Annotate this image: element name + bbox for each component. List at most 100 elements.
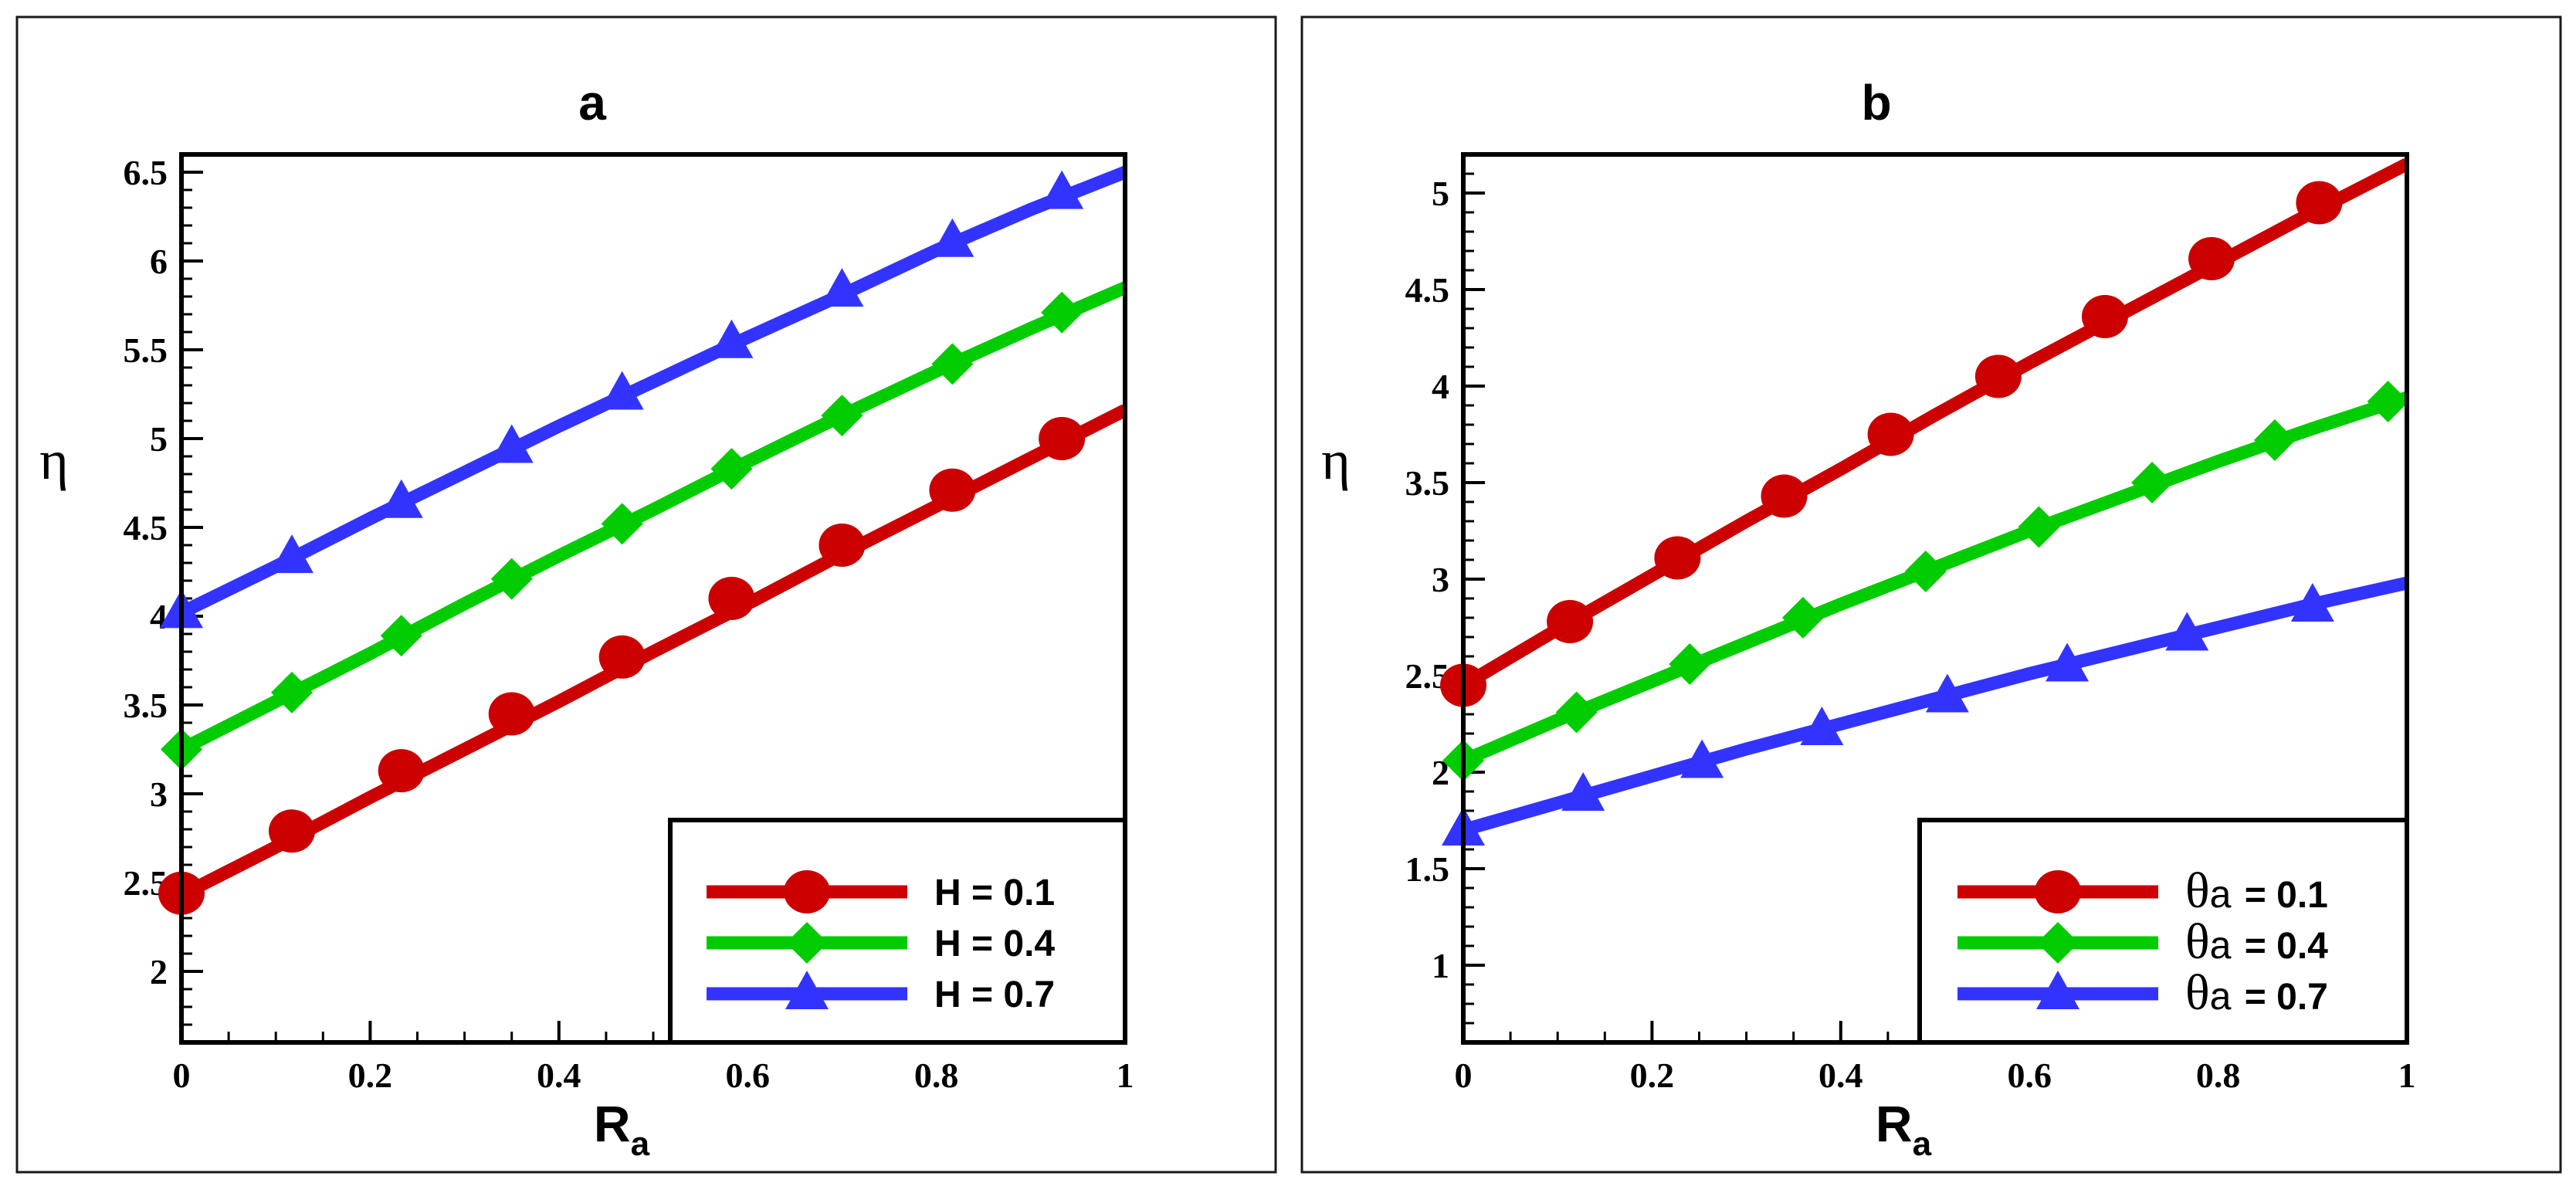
panel-b-series-1-marker xyxy=(2296,181,2343,225)
panel-b-series-2-marker xyxy=(2253,419,2296,461)
panel-a-series-2-marker xyxy=(380,615,422,657)
panel-b-xlabel-sub: a xyxy=(1913,1125,1932,1163)
panel-b-series-3-marker xyxy=(2165,612,2209,651)
panel-a-xlabel-main: R xyxy=(594,1095,631,1152)
panel-b-legend-1-label: θa = 0.1 xyxy=(2185,863,2328,919)
panel-b-legend-box xyxy=(1917,818,2409,1045)
panel-a-x-tick-label: 0.4 xyxy=(537,1056,581,1095)
panel-a-x-tick-label: 1 xyxy=(1117,1056,1134,1095)
panel-a-legend-2-marker xyxy=(786,922,828,964)
panel-b-y-tick-label: 3 xyxy=(1432,560,1449,599)
panel-a-series-3-marker xyxy=(710,319,754,358)
panel-a-series-3-marker xyxy=(1040,170,1084,209)
panel-a-series-2-marker xyxy=(710,448,753,490)
panel-b-legend-3-marker xyxy=(2036,971,2079,1009)
panel-a-legend-3-marker xyxy=(785,971,829,1009)
panel-a-series xyxy=(158,166,1125,915)
panel-b-x-tick-label: 0.8 xyxy=(2196,1056,2241,1095)
panel-b-series-1-marker xyxy=(1547,600,1594,643)
panel-b-legend: θa = 0.1θa = 0.4θa = 0.7 xyxy=(1917,818,2409,1045)
panel-b-y-tick-label: 1.5 xyxy=(1405,849,1450,889)
panel-a-series-1-marker xyxy=(819,524,866,567)
panel-a-legend-box xyxy=(668,818,1127,1045)
panel-b-x-tick-label: 0.4 xyxy=(1818,1056,1863,1095)
panel-a-y-tick-label: 2 xyxy=(150,952,168,991)
panel-a-series-2-marker xyxy=(821,395,863,437)
panel-b-legend-2-marker xyxy=(2037,922,2079,964)
panel-b-series-3-marker xyxy=(1561,772,1605,811)
panel-a-x-tick-label: 0.8 xyxy=(914,1056,959,1095)
panel-a-y-tick-label: 3 xyxy=(150,774,168,814)
panel-b-series-1-marker xyxy=(2188,237,2235,280)
panel-a-series-1-marker xyxy=(708,577,755,620)
panel-b-series-2-marker xyxy=(2018,506,2060,548)
panel-a-legend-3-label: H = 0.7 xyxy=(934,974,1055,1015)
panel-b-y-tick-label: 5 xyxy=(1432,174,1449,213)
panel-b-legend-3-label: θa = 0.7 xyxy=(2185,964,2328,1021)
panel-a-y-tick-label: 4.5 xyxy=(124,508,168,547)
panel-a: a η Ra 0 0.2 0.4 0.6 0.8 122.533.544.555.566.… xyxy=(15,15,1277,1174)
panel-b-ylabel: η xyxy=(1321,429,1351,491)
panel-b-series-1-marker xyxy=(2081,295,2128,338)
panel-b-y-tick-label: 4.5 xyxy=(1405,270,1450,310)
panel-b-legend-1-marker xyxy=(2035,870,2081,913)
panel-b-series xyxy=(1440,158,2407,846)
panel-a-y-tick-label: 6 xyxy=(150,242,168,281)
panel-b-series-group xyxy=(1440,158,2407,846)
panel-a-series-2-line xyxy=(178,281,1125,756)
panel-a-series-3-marker xyxy=(490,424,534,463)
panel-b-series-1-marker xyxy=(1654,536,1701,580)
panel-a-x-tick-label: 0.2 xyxy=(348,1056,393,1095)
panel-a-y-tick-label: 5.5 xyxy=(124,330,168,370)
panel-a-series-2-marker xyxy=(601,503,643,545)
panel-b-y-tick-label: 4 xyxy=(1432,367,1449,406)
panel-a-series-3-line xyxy=(178,166,1125,619)
panel-b-series-2-marker xyxy=(1669,643,1711,685)
panel-b-series-3-marker xyxy=(2290,583,2334,622)
panel-b-y-tick-label: 1 xyxy=(1432,946,1449,985)
panel-b-legend-2-label: θa = 0.4 xyxy=(2185,913,2328,970)
panel-b-series-1-marker xyxy=(1761,474,1808,518)
panel-b-series-1-marker xyxy=(1974,354,2022,398)
panel-a-series-1-marker xyxy=(488,692,535,736)
panel-b-series-3-marker xyxy=(2046,642,2090,682)
panel-b-title: b xyxy=(1861,75,1891,130)
panel-a-y-tick-label: 4 xyxy=(150,597,168,636)
panel-b-x-tick-label: 1 xyxy=(2398,1056,2416,1095)
panel-a-series-2-marker xyxy=(490,558,533,600)
panel-a-plot-area xyxy=(179,152,1127,1045)
panel-a-series-2-marker xyxy=(270,671,313,713)
panel-b-xlabel-main: R xyxy=(1876,1095,1913,1152)
panel-a-series-group xyxy=(158,166,1125,915)
panel-a-legend: H = 0.1 H = 0.4 H = 0.7 xyxy=(668,818,1127,1045)
panel-a-legend-2-label: H = 0.4 xyxy=(934,924,1055,964)
panel-b-ticks: 0 0.2 0.4 0.6 0.8 111.522.533.544.55 xyxy=(1405,153,2416,1095)
panel-a-series-1-marker xyxy=(1039,417,1086,460)
panel-a-series-1-marker xyxy=(268,809,315,853)
panel-b-series-1-marker xyxy=(1867,412,1914,456)
panel-b-series-2-marker xyxy=(1904,551,1947,592)
panel-a-series-2-marker xyxy=(1041,291,1083,334)
panel-a-series-3-marker xyxy=(600,371,644,410)
panel-a-y-tick-label: 6.5 xyxy=(124,153,168,192)
panel-a-ylabel: η xyxy=(39,429,69,491)
panel-a-x-tick-label: 0.6 xyxy=(725,1056,770,1095)
panel-b-series-1-line xyxy=(1459,158,2407,691)
panel-b-series-2-marker xyxy=(2367,381,2407,422)
panel-b-series-2-marker xyxy=(1555,691,1598,734)
panel-a-y-tick-label: 5 xyxy=(150,419,168,459)
panel-a-series-3-marker xyxy=(379,479,423,518)
panel-a-x-tick-label: 0 xyxy=(173,1056,191,1095)
panel-b-series-3-marker xyxy=(1925,673,1969,713)
panel-a-series-1-marker xyxy=(598,635,646,679)
panel-a-series-2-marker xyxy=(931,343,974,385)
panel-a-legend-1-marker xyxy=(784,870,830,913)
panel-b-x-tick-label: 0.6 xyxy=(2007,1056,2052,1095)
panel-b-series-3-marker xyxy=(1680,739,1724,778)
panel-b-series-2-marker xyxy=(1781,597,1824,639)
panel-a-series-1-marker xyxy=(929,468,976,512)
panel-b-y-tick-label: 3.5 xyxy=(1405,463,1450,503)
panel-b-series-2-marker xyxy=(2131,462,2174,503)
panel-a-title: a xyxy=(578,75,606,130)
